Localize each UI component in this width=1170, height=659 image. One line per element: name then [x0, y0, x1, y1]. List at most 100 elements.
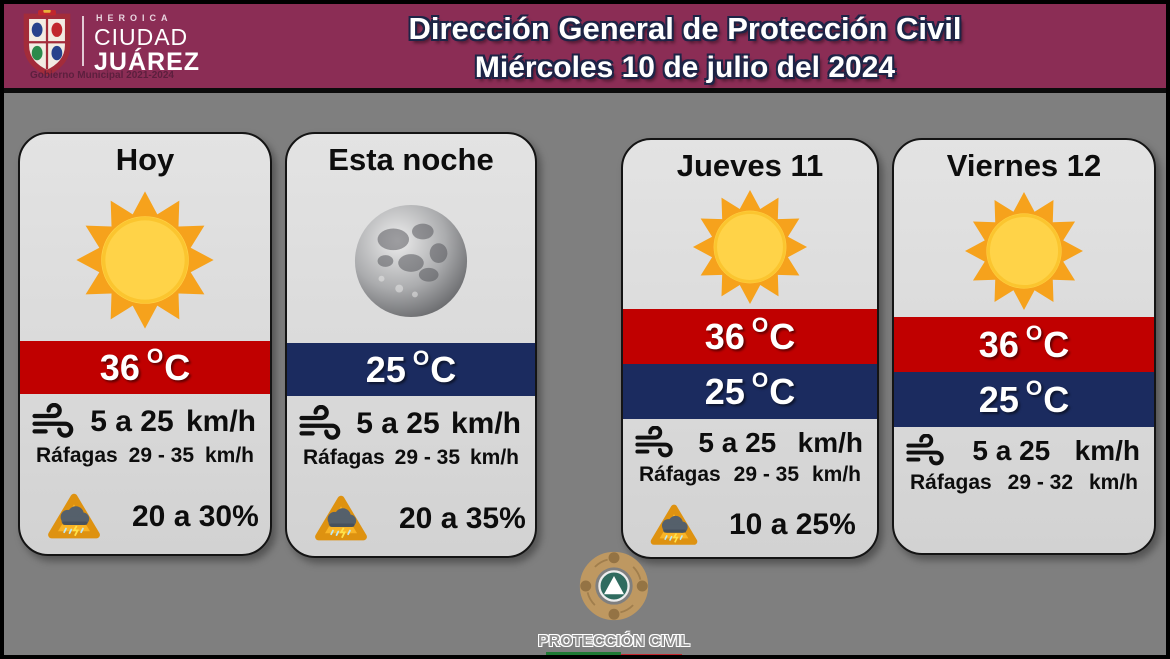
- temp-unit: C: [1043, 323, 1070, 365]
- weather-icon-area: [623, 184, 877, 309]
- wind-speed-row: 5 a 25 km/h: [623, 419, 877, 463]
- low-temp-band: 25 O C: [287, 343, 535, 396]
- logo-caption: Gobierno Municipal 2021-2024: [30, 70, 174, 81]
- wind-unit: km/h: [450, 407, 521, 440]
- logo-divider: [82, 16, 84, 66]
- wind-range: 5 a 25: [972, 435, 1051, 466]
- gust-range: 29 - 35: [128, 444, 195, 467]
- city-logo: HEROICA CIUDAD JUÁREZ: [20, 6, 200, 80]
- low-temp-value: 25: [365, 348, 406, 390]
- wind-range: 5 a 25: [698, 427, 777, 458]
- temp-unit: C: [430, 348, 457, 390]
- logo-heroica: HEROICA: [96, 13, 173, 23]
- card-title: Esta noche: [328, 142, 494, 177]
- wind-speed-row: 5 a 25 km/h: [894, 427, 1154, 471]
- low-temp-band: 25 O C: [623, 364, 877, 419]
- wind-gusts-row: Ráfagas 29 - 35 km/h: [287, 446, 535, 476]
- forecast-card-hoy: Hoy 36 O C 5 a 25 km/h Ráfagas: [18, 132, 272, 556]
- temp-unit: C: [1043, 378, 1070, 420]
- degree-symbol: O: [751, 368, 769, 392]
- gust-unit: km/h: [1088, 471, 1138, 494]
- wind-gusts-row: Ráfagas 29 - 35 km/h: [20, 444, 270, 474]
- degree-symbol: O: [1025, 376, 1043, 400]
- wind-unit: km/h: [185, 405, 256, 438]
- high-temp-value: 36: [99, 346, 140, 388]
- gust-label: Ráfagas: [639, 463, 721, 486]
- weather-icon-area: [20, 178, 270, 341]
- page-title: Dirección General de Protección Civil: [408, 11, 962, 46]
- logo-ciudad: CIUDAD: [94, 24, 189, 50]
- moon-icon: [354, 204, 468, 317]
- card-title: Viernes 12: [946, 148, 1102, 183]
- sun-icon: [76, 190, 214, 329]
- storm-warning-icon: [48, 493, 100, 539]
- degree-symbol: O: [412, 346, 430, 370]
- gust-unit: km/h: [204, 444, 254, 467]
- forecast-card-esta-noche: Esta noche: [285, 132, 537, 558]
- wind-icon: [299, 405, 341, 440]
- weather-icon-area: [287, 178, 535, 343]
- wind-range: 5 a 25: [90, 405, 174, 438]
- gust-range: 29 - 35: [394, 446, 461, 469]
- high-temp-value: 36: [704, 315, 745, 357]
- rain-probability-row: 20 a 30%: [20, 474, 270, 554]
- rain-probability-row: 10 a 25%: [623, 491, 877, 557]
- civil-protection-label: PROTECCIÓN CIVIL: [537, 633, 690, 650]
- flag-green-bar: [546, 652, 621, 655]
- flag-underline: [546, 652, 682, 655]
- wind-speed-row: 5 a 25 km/h: [287, 396, 535, 446]
- wind-icon: [635, 426, 673, 458]
- card-title: Hoy: [115, 142, 175, 177]
- gust-unit: km/h: [811, 463, 861, 486]
- temp-unit: C: [769, 370, 796, 412]
- low-temp-value: 25: [978, 378, 1019, 420]
- high-temp-band: 36 O C: [623, 309, 877, 364]
- flag-red-bar: [620, 654, 682, 655]
- storm-warning-icon: [650, 504, 698, 545]
- rain-probability: 20 a 30%: [132, 500, 259, 533]
- wind-icon: [32, 403, 74, 438]
- wind-gusts-row: Ráfagas 29 - 35 km/h: [623, 463, 877, 491]
- card-title: Jueves 11: [676, 148, 824, 183]
- city-crest-icon: [23, 10, 71, 76]
- temp-unit: C: [164, 346, 191, 388]
- gust-unit: km/h: [469, 446, 519, 469]
- gust-label: Ráfagas: [303, 446, 385, 469]
- forecast-card-viernes-12: Viernes 12 36 O C 25 O C 5 a 25 km/h: [892, 138, 1156, 555]
- wind-unit: km/h: [1074, 435, 1140, 466]
- sun-icon: [692, 189, 808, 304]
- rain-probability: 20 a 35%: [399, 502, 526, 535]
- high-temp-band: 36 O C: [20, 341, 270, 394]
- gust-range: 29 - 32: [1007, 471, 1074, 494]
- civil-protection-emblem-icon: [579, 551, 649, 621]
- wind-speed-row: 5 a 25 km/h: [20, 394, 270, 444]
- city-logo-text: HEROICA CIUDAD JUÁREZ: [94, 14, 200, 75]
- weather-icon-area: [894, 184, 1154, 317]
- gust-label: Ráfagas: [36, 444, 118, 467]
- header-bar: HEROICA CIUDAD JUÁREZ Gobierno Municipal…: [4, 4, 1166, 93]
- wind-gusts-row: Ráfagas 29 - 32 km/h: [894, 471, 1154, 499]
- civil-protection-logo: PROTECCIÓN CIVIL CD.JUÁREZ: [536, 545, 692, 655]
- degree-symbol: O: [751, 313, 769, 337]
- high-temp-value: 36: [978, 323, 1019, 365]
- rain-probability-row: 20 a 35%: [287, 476, 535, 556]
- rain-probability: 10 a 25%: [729, 508, 856, 541]
- low-temp-band: 25 O C: [894, 372, 1154, 427]
- temp-unit: C: [769, 315, 796, 357]
- logo-juarez: JUÁREZ: [94, 48, 201, 76]
- forecast-card-jueves-11: Jueves 11 36 O C 25 O C 5 a 25 km/h: [621, 138, 879, 559]
- storm-warning-icon: [315, 495, 367, 541]
- low-temp-value: 25: [704, 370, 745, 412]
- header-titles: Dirección General de Protección Civil Mi…: [224, 9, 1146, 87]
- degree-symbol: O: [146, 344, 164, 368]
- wind-unit: km/h: [797, 427, 863, 458]
- gust-label: Ráfagas: [910, 471, 992, 494]
- sun-icon: [965, 191, 1083, 310]
- gust-range: 29 - 35: [733, 463, 800, 486]
- page-date: Miércoles 10 de julio del 2024: [474, 51, 896, 84]
- wind-range: 5 a 25: [356, 407, 440, 440]
- high-temp-band: 36 O C: [894, 317, 1154, 372]
- wind-icon: [906, 434, 944, 466]
- degree-symbol: O: [1025, 321, 1043, 345]
